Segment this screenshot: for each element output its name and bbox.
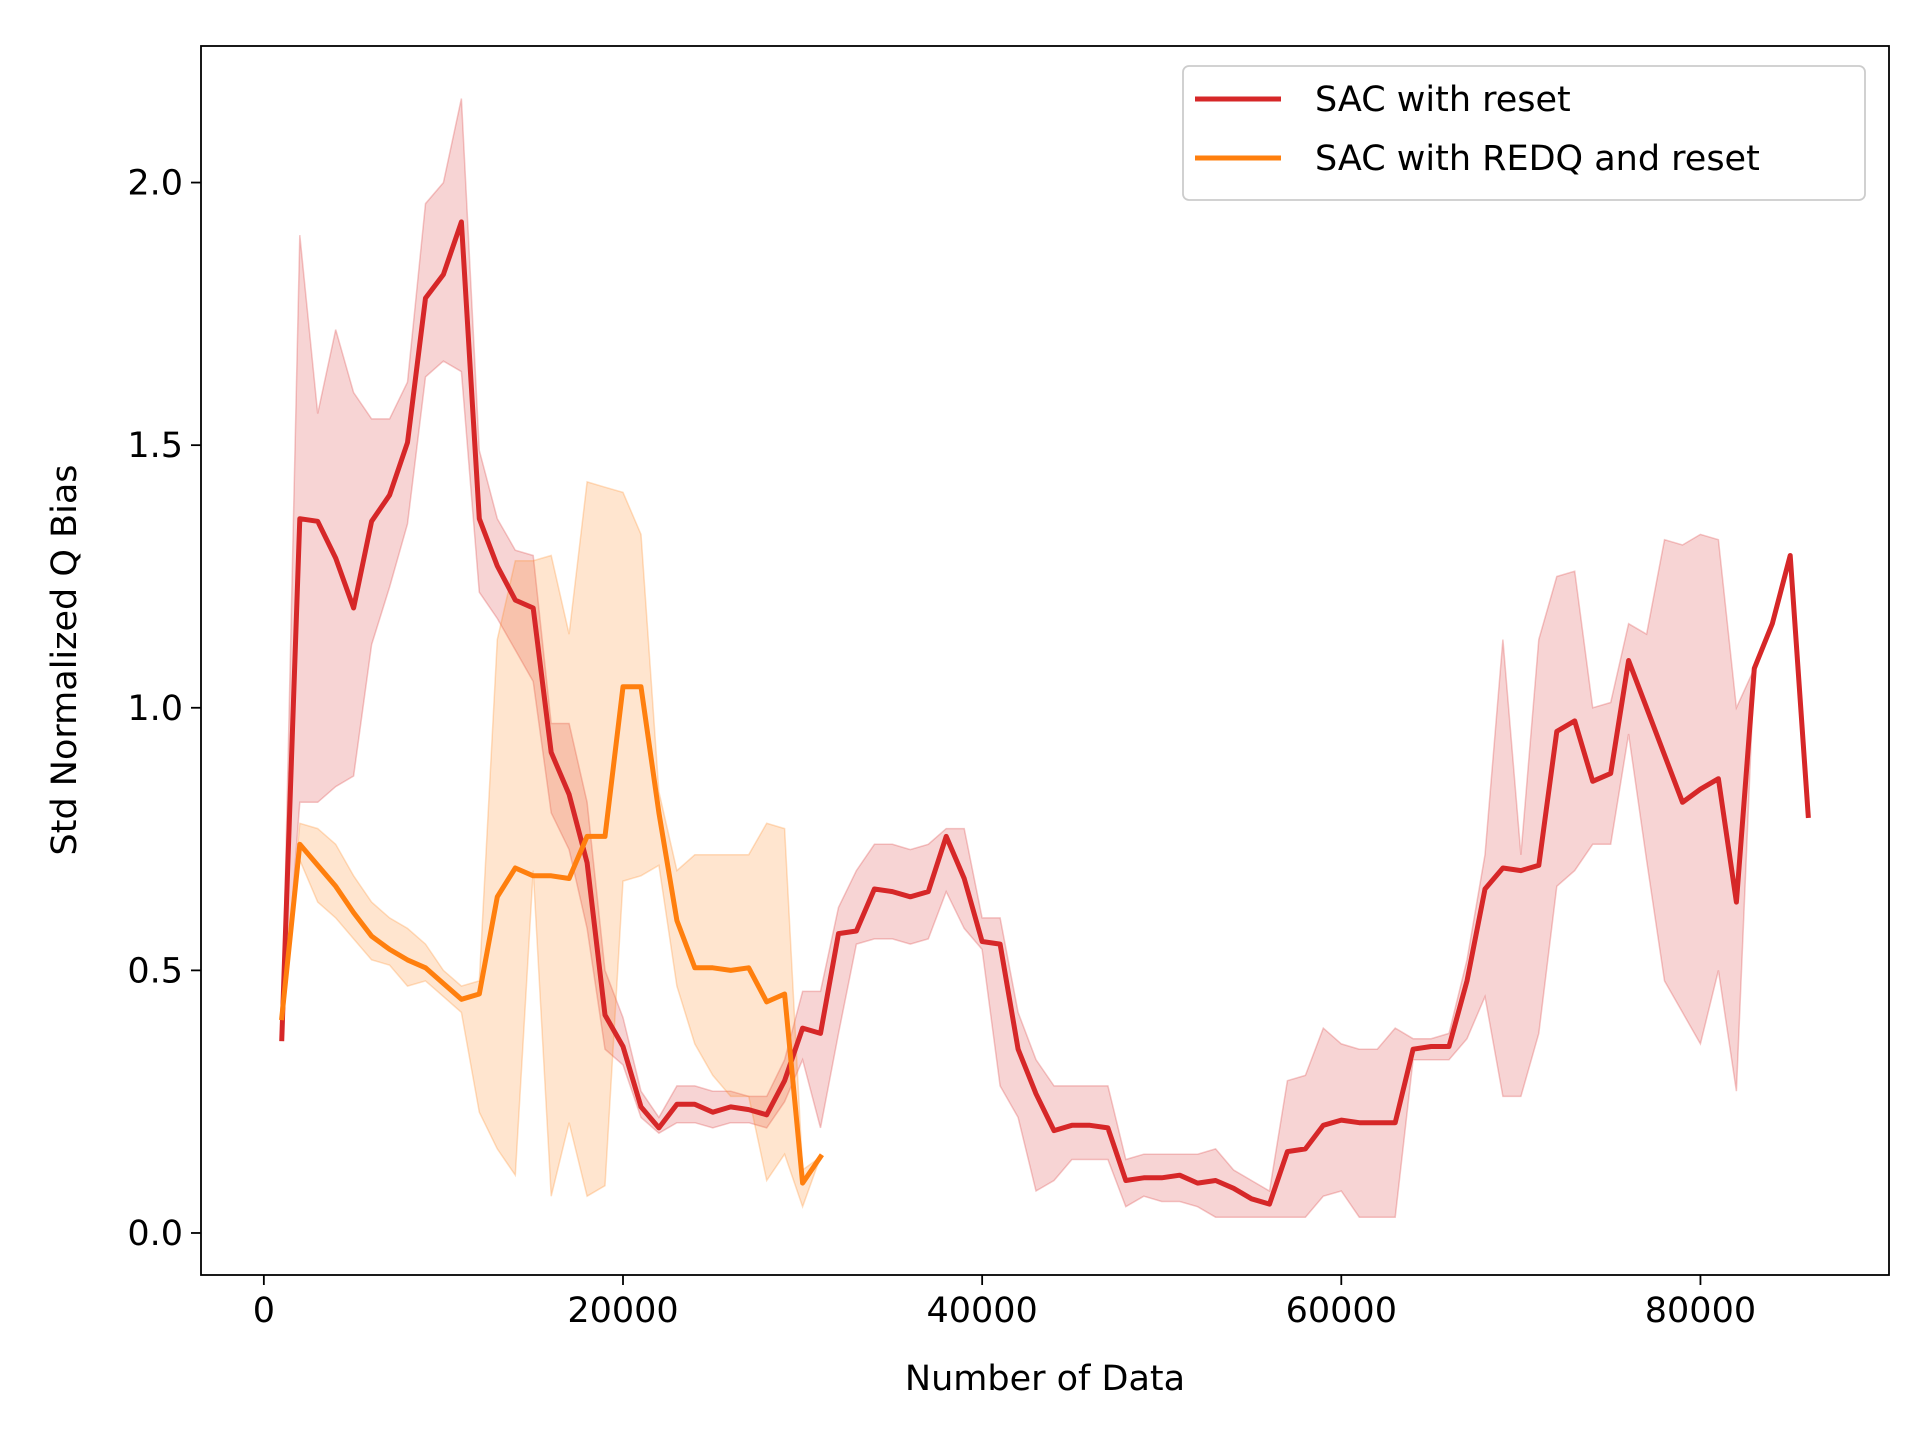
y-tick-label: 2.0 xyxy=(127,164,183,204)
plot-background xyxy=(201,46,1889,1275)
x-tick-label: 60000 xyxy=(1286,1291,1397,1331)
series-lines xyxy=(279,219,1811,1207)
series-line-1 xyxy=(279,684,824,1186)
y-tick-label: 0.5 xyxy=(127,951,183,991)
legend-label-0: SAC with reset xyxy=(1315,80,1571,120)
series-line-0 xyxy=(279,219,1811,1207)
x-tick-label: 0 xyxy=(253,1291,275,1331)
x-axis-ticks: 0 20000 40000 60000 80000 xyxy=(253,1275,1756,1331)
x-tick-label: 40000 xyxy=(926,1291,1037,1331)
x-tick-label: 80000 xyxy=(1645,1291,1756,1331)
y-tick-label: 0.0 xyxy=(127,1214,183,1254)
y-axis-ticks: 0.0 0.5 1.0 1.5 2.0 xyxy=(127,164,201,1254)
legend-frame xyxy=(1182,65,1866,201)
y-tick-label: 1.5 xyxy=(127,426,183,466)
y-axis-title: Std Normalized Q Bias xyxy=(45,465,85,856)
legend: SAC with reset SAC with REDQ and reset xyxy=(1182,65,1866,201)
legend-label-1: SAC with REDQ and reset xyxy=(1315,139,1760,179)
plot-frame xyxy=(200,45,1890,1276)
x-axis-title: Number of Data xyxy=(905,1359,1185,1399)
y-tick-label: 1.0 xyxy=(127,689,183,729)
x-tick-label: 20000 xyxy=(567,1291,678,1331)
